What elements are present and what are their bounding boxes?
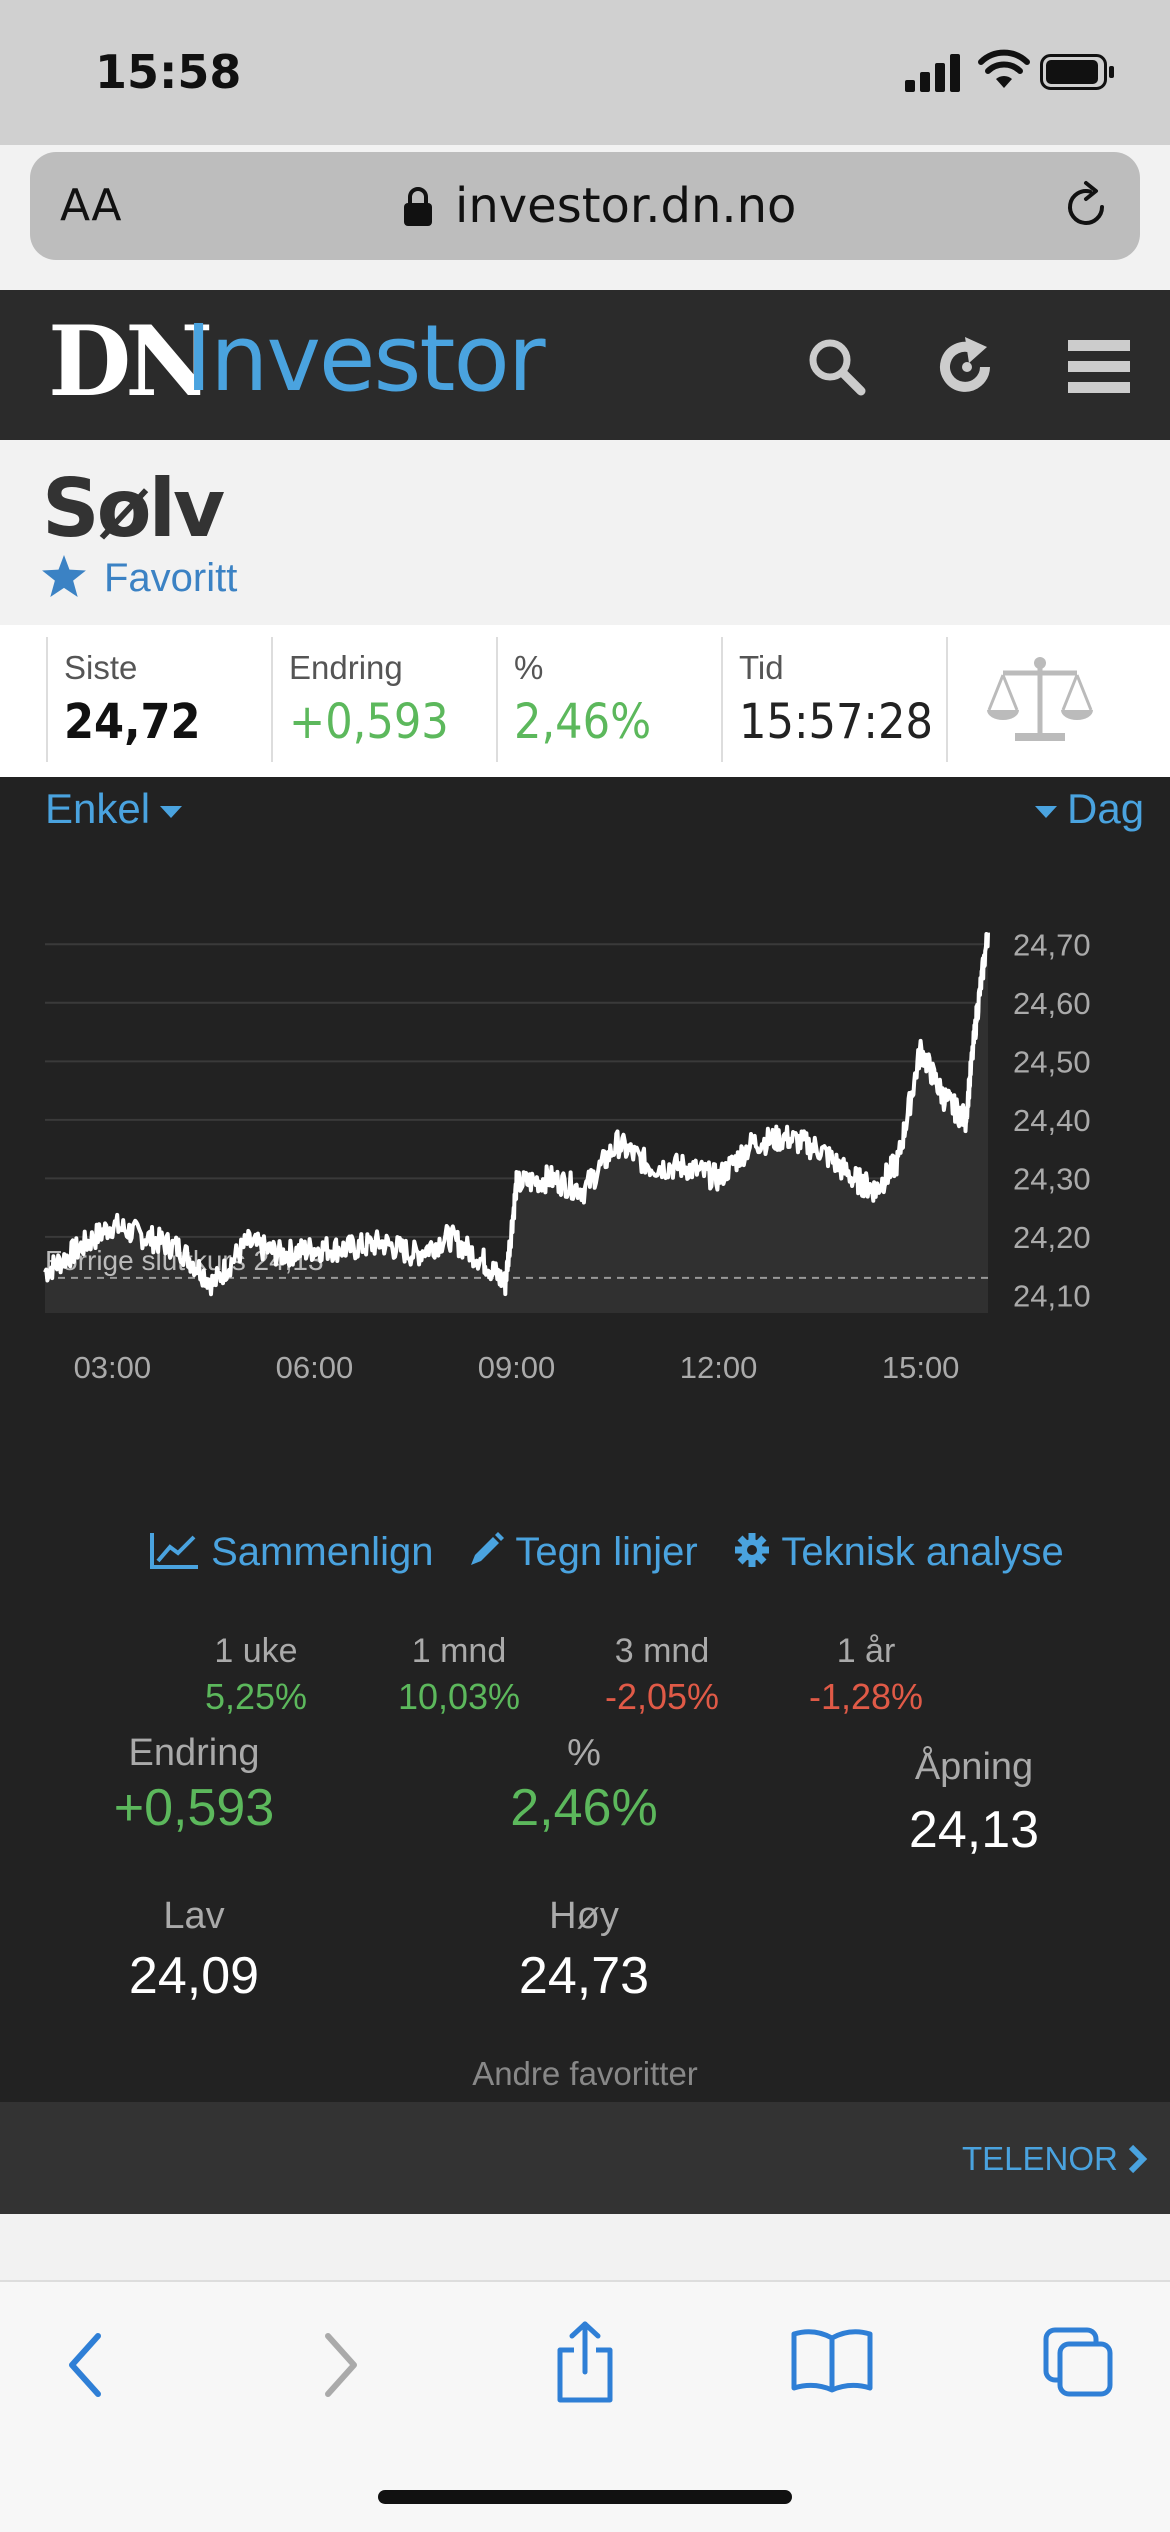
star-icon[interactable] [42,555,86,597]
forward-icon[interactable] [316,2330,366,2400]
stat-pct-value: 2,46% [510,1779,658,1837]
draw-tool[interactable]: Tegn linjer [467,1530,698,1575]
search-icon[interactable] [805,335,867,397]
y-tick-label: 24,30 [1013,1161,1091,1196]
price-line [43,932,990,1297]
wifi-icon [978,49,1030,88]
compare-label: Sammenlign [211,1530,434,1574]
favorite-item-telenor[interactable]: TELENOR [962,2140,1149,2178]
favorites-bar [0,2102,1170,2214]
compare-scale-icon[interactable] [985,655,1095,745]
reload-icon[interactable] [1060,180,1114,234]
quote-endring: Endring +0,593 [271,637,496,762]
caret-down-icon [160,805,183,818]
x-tick-label: 15:00 [882,1350,960,1385]
period-value: -2,05% [604,1676,720,1717]
stat-endring-value: +0,593 [113,1779,275,1837]
quote-pct-value: 2,46% [514,694,652,750]
favorite-button[interactable]: Favoritt [104,556,238,600]
quote-siste-label: Siste [64,649,138,686]
stat-lav-label: Lav [163,1895,225,1937]
gear-icon [735,1533,769,1567]
home-indicator [378,2490,792,2504]
address-bar[interactable] [30,152,1140,260]
x-tick-label: 03:00 [74,1350,152,1385]
compare-tool[interactable]: Sammenlign [150,1530,433,1575]
x-tick-label: 09:00 [478,1350,556,1385]
chart-panel [0,777,1170,2102]
period-value: 5,25% [204,1676,308,1717]
chart-area [45,932,988,1313]
quote-pct-label: % [514,649,544,686]
quote-tid-label: Tid [739,649,784,686]
battery-icon [1040,54,1114,90]
x-tick-label: 06:00 [276,1350,354,1385]
refresh-icon[interactable] [935,335,999,399]
quote-tid-value: 15:57:28 [739,694,933,750]
logo-dn[interactable]: DN [48,305,213,418]
quote-divider [946,637,948,762]
y-tick-label: 24,10 [1013,1278,1091,1313]
back-icon[interactable] [62,2330,112,2400]
quote-pct: % 2,46% [496,637,721,762]
tabs-icon[interactable] [1042,2326,1114,2398]
cellular-signal-icon [905,54,960,92]
share-icon[interactable] [552,2320,618,2404]
y-tick-label: 24,20 [1013,1220,1091,1255]
y-tick-label: 24,50 [1013,1044,1091,1079]
chevron-right-icon [1128,2144,1148,2174]
menu-icon[interactable] [1068,340,1130,394]
x-tick-label: 12:00 [680,1350,758,1385]
stat-pct-label: % [567,1732,601,1774]
period-value: 10,03% [397,1676,521,1717]
technical-analysis-tool[interactable]: Teknisk analyse [733,1530,1064,1575]
quote-endring-value: +0,593 [289,694,449,750]
pencil-icon [471,1532,504,1565]
favorite-item-label: TELENOR [962,2140,1118,2177]
site-header [0,290,1170,440]
page-title: Sølv [42,462,225,555]
y-tick-label: 24,70 [1013,927,1091,962]
period-label: 1 mnd [411,1632,507,1670]
status-bar [0,0,1170,145]
quote-tid: Tid 15:57:28 [721,637,946,762]
title-area [0,440,1170,625]
stat-lav-value: 24,09 [128,1947,260,2005]
other-favorites-heading: Andre favoritter [472,2055,698,2092]
chart-mode-dropdown[interactable]: Enkel [45,785,192,833]
stat-hoy-value: 24,73 [518,1947,650,2005]
url-text[interactable]: investor.dn.no [455,178,797,234]
chart-period-dropdown[interactable]: Dag [1025,785,1144,833]
quote-siste: Siste 24,72 [46,637,271,762]
chart-mode-label: Enkel [45,785,151,832]
line-chart-icon [150,1533,198,1569]
stat-hoy-label: Høy [549,1895,619,1937]
caret-down-icon [1035,805,1057,818]
status-time: 15:58 [95,45,242,99]
quote-endring-label: Endring [289,649,403,686]
technical-label: Teknisk analyse [781,1530,1064,1574]
y-tick-label: 24,60 [1013,986,1091,1021]
page-gap [0,2214,1170,2280]
text-size-button[interactable]: AA [60,180,122,231]
logo-investor[interactable]: Investor [185,305,546,412]
quote-strip [0,625,1170,777]
bookmarks-icon[interactable] [790,2328,874,2394]
period-label: 3 mnd [614,1632,710,1670]
quote-siste-value: 24,72 [64,694,201,750]
lock-icon [404,187,432,226]
y-tick-label: 24,40 [1013,1103,1091,1138]
stat-apning-value: 24,13 [908,1801,1040,1859]
period-label: 1 uke [214,1632,298,1670]
period-value: -1,28% [808,1676,924,1717]
stat-endring-label: Endring [128,1732,260,1774]
stat-apning-label: Åpning [914,1746,1034,1788]
draw-label: Tegn linjer [515,1530,698,1574]
price-chart[interactable]: Forrige sluttkurs 24,13 24,7024,6024,502… [0,880,1170,1400]
period-label: 1 år [836,1632,896,1670]
chart-period-label: Dag [1067,785,1145,832]
